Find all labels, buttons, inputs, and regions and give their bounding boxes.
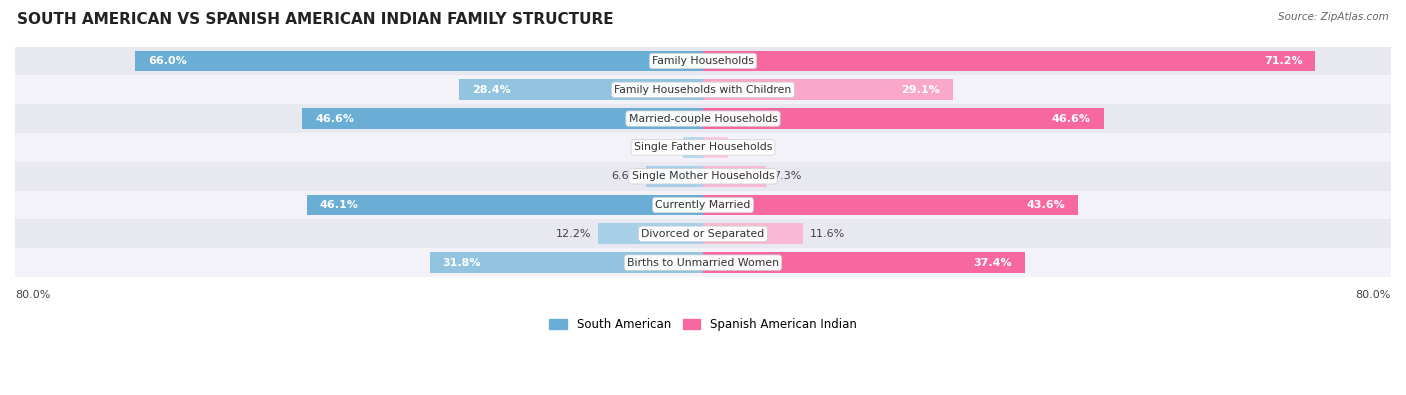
Bar (429, 252, 703, 273)
Text: 66.0%: 66.0% (148, 56, 187, 66)
Bar (15, 75, 1391, 104)
Text: 80.0%: 80.0% (15, 290, 51, 300)
Text: 31.8%: 31.8% (443, 258, 481, 268)
Text: Births to Unmarried Women: Births to Unmarried Women (627, 258, 779, 268)
Bar (15, 220, 1391, 248)
Text: 2.3%: 2.3% (648, 143, 676, 152)
Text: 12.2%: 12.2% (555, 229, 591, 239)
Text: SOUTH AMERICAN VS SPANISH AMERICAN INDIAN FAMILY STRUCTURE: SOUTH AMERICAN VS SPANISH AMERICAN INDIA… (17, 12, 613, 27)
Text: 6.6%: 6.6% (612, 171, 640, 181)
Bar (703, 51, 1316, 71)
Text: 2.9%: 2.9% (735, 143, 763, 152)
Bar (703, 252, 1025, 273)
Bar (703, 224, 803, 244)
Text: Source: ZipAtlas.com: Source: ZipAtlas.com (1278, 12, 1389, 22)
Bar (15, 104, 1391, 133)
Text: 46.6%: 46.6% (1052, 114, 1091, 124)
Bar (15, 133, 1391, 162)
Bar (703, 137, 728, 158)
Text: 37.4%: 37.4% (973, 258, 1012, 268)
Text: 7.3%: 7.3% (773, 171, 801, 181)
Bar (15, 191, 1391, 220)
Text: Single Mother Households: Single Mother Households (631, 171, 775, 181)
Text: Married-couple Households: Married-couple Households (628, 114, 778, 124)
Text: Family Households with Children: Family Households with Children (614, 85, 792, 95)
Bar (647, 166, 703, 186)
Legend: South American, Spanish American Indian: South American, Spanish American Indian (544, 313, 862, 336)
Text: 80.0%: 80.0% (1355, 290, 1391, 300)
Bar (598, 224, 703, 244)
Text: 29.1%: 29.1% (901, 85, 941, 95)
Text: 71.2%: 71.2% (1264, 56, 1302, 66)
Text: Family Households: Family Households (652, 56, 754, 66)
Bar (458, 79, 703, 100)
Bar (703, 108, 1104, 129)
Bar (307, 195, 703, 215)
Bar (15, 162, 1391, 191)
Text: 46.1%: 46.1% (319, 200, 359, 210)
Bar (135, 51, 703, 71)
Text: Divorced or Separated: Divorced or Separated (641, 229, 765, 239)
Bar (15, 248, 1391, 277)
Text: 46.6%: 46.6% (315, 114, 354, 124)
Text: 43.6%: 43.6% (1026, 200, 1066, 210)
Text: 11.6%: 11.6% (810, 229, 845, 239)
Text: Currently Married: Currently Married (655, 200, 751, 210)
Text: Single Father Households: Single Father Households (634, 143, 772, 152)
Bar (703, 166, 766, 186)
Bar (302, 108, 703, 129)
Bar (15, 47, 1391, 75)
Bar (703, 195, 1078, 215)
Bar (683, 137, 703, 158)
Bar (703, 79, 953, 100)
Text: 28.4%: 28.4% (471, 85, 510, 95)
